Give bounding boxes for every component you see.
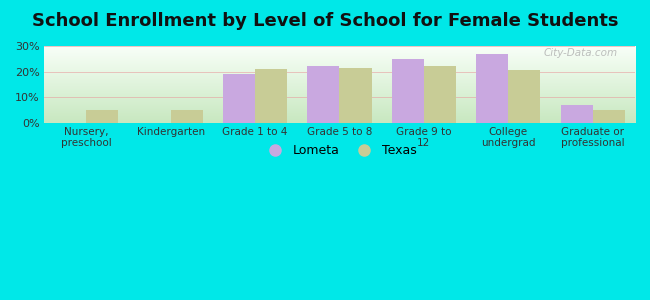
Bar bbox=[508, 70, 540, 123]
Bar bbox=[392, 59, 424, 123]
Bar bbox=[170, 110, 203, 123]
Legend: Lometa, Texas: Lometa, Texas bbox=[257, 140, 421, 162]
Bar bbox=[561, 105, 593, 123]
Bar bbox=[223, 74, 255, 123]
Bar bbox=[424, 66, 456, 123]
Bar bbox=[339, 68, 372, 123]
Bar bbox=[476, 54, 508, 123]
Bar bbox=[255, 69, 287, 123]
Bar bbox=[86, 110, 118, 123]
Bar bbox=[307, 66, 339, 123]
Text: City-Data.com: City-Data.com bbox=[543, 48, 618, 58]
Bar bbox=[593, 110, 625, 123]
Text: School Enrollment by Level of School for Female Students: School Enrollment by Level of School for… bbox=[32, 12, 618, 30]
